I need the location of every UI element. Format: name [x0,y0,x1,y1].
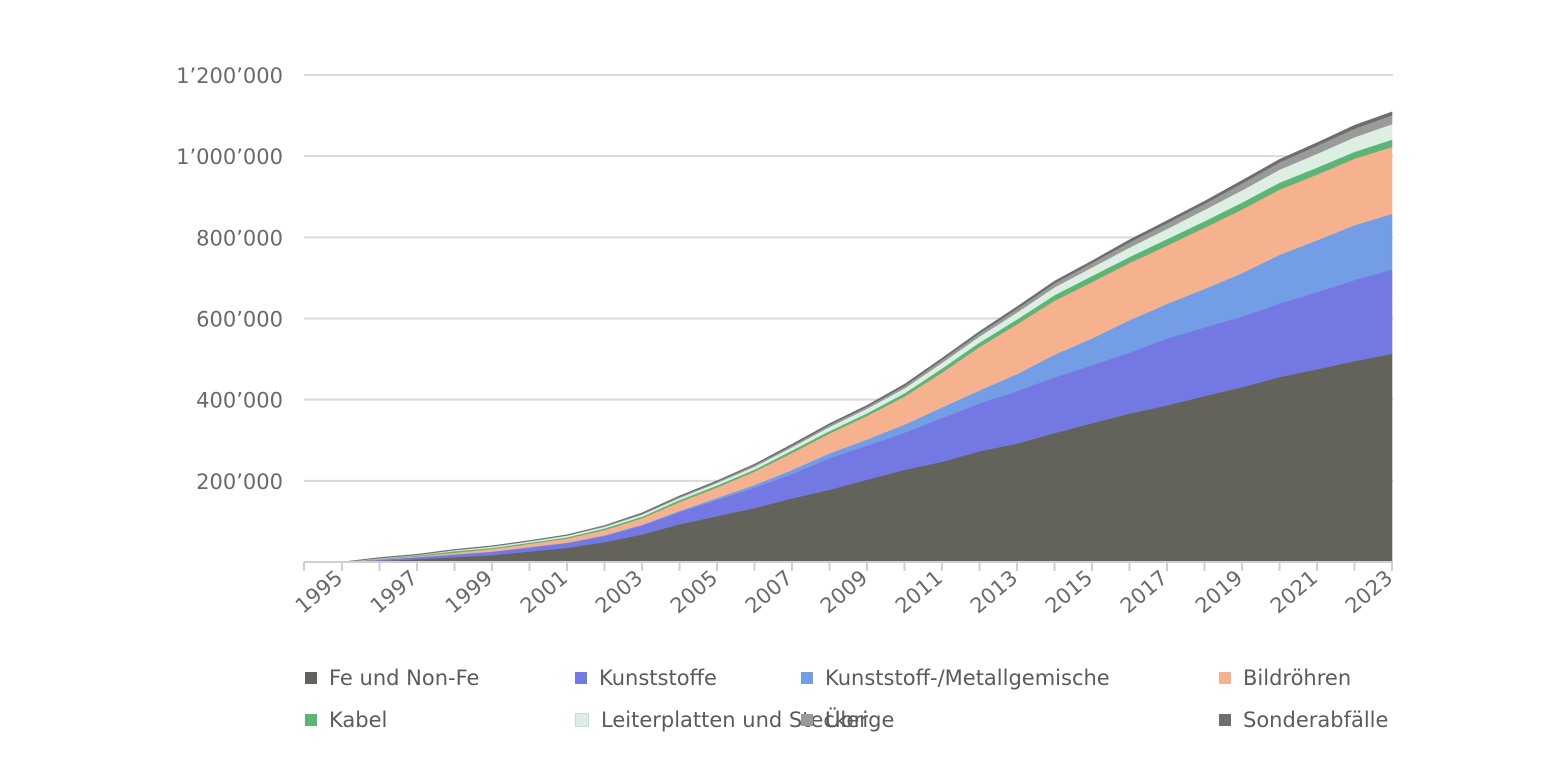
legend-item: Fe und Non-Fe [305,660,479,696]
y-tick-label: 400’000 [196,389,283,413]
area-series-sonderabfälle [341,111,1393,563]
legend-label: Kabel [329,708,388,732]
x-tick-label: 2021 [1266,565,1322,618]
y-tick-label: 600’000 [196,308,283,332]
legend-label: Bildröhren [1243,666,1352,690]
x-tick-label: 2023 [1341,565,1397,618]
legend-swatch [305,714,317,726]
x-tick-label: 1995 [291,565,347,618]
x-tick-label: 2017 [1116,565,1172,618]
x-tick-label: 2019 [1191,565,1247,618]
x-tick-label: 1999 [441,565,497,618]
x-tick-label: 2003 [591,565,647,618]
x-tick-label: 2013 [966,565,1022,618]
x-tick-label: 2011 [891,565,947,618]
legend-swatch [1219,672,1231,684]
x-tick-label: 1997 [366,565,422,618]
legend-item: Leiterplatten und Stecker [575,702,868,738]
legend-label: Leiterplatten und Stecker [601,708,868,732]
legend-swatch [575,672,587,684]
x-tick-label: 2005 [666,565,722,618]
legend-swatch [801,714,813,726]
legend-item: Sonderabfälle [1219,702,1388,738]
x-tick-label: 2007 [741,565,797,618]
legend-swatch [575,713,589,727]
legend-label: Kunststoffe [599,666,717,690]
x-axis [303,561,1393,571]
legend: Fe und Non-Fe Kunststoffe Kunststoff-/Meta… [305,660,1425,744]
legend-item: Bildröhren [1219,660,1351,696]
legend-swatch [801,672,813,684]
legend-label: Übrige [825,708,895,732]
stacked-areas [341,111,1393,563]
legend-row: Kabel Leiterplatten und Stecker Übrige Sond… [305,702,1425,744]
legend-item: Kabel [305,702,387,738]
y-tick-label: 1’200’000 [176,64,283,88]
x-tick-label: 2009 [816,565,872,618]
legend-label: Sonderabfälle [1243,708,1389,732]
legend-swatch [305,672,317,684]
y-tick-label: 200’000 [196,470,283,494]
legend-row: Fe und Non-Fe Kunststoffe Kunststoff-/Meta… [305,660,1425,702]
legend-label: Kunststoff-/Metallgemische [825,666,1110,690]
legend-item: Kunststoff-/Metallgemische [801,660,1110,696]
y-tick-label: 1’000’000 [176,145,283,169]
x-axis-tick-labels: 1995 1997 1999 2001 2003 2005 2007 2009 2011 2013… [291,565,1397,618]
legend-swatch [1219,714,1231,726]
y-tick-label: 800’000 [196,226,283,250]
x-tick-label: 2001 [516,565,572,618]
x-tick-label: 2015 [1041,565,1097,618]
legend-item: Kunststoffe [575,660,717,696]
y-axis-tick-labels: 1’200’000 1’000’000 800’000 600’000 400’000 2… [176,64,283,494]
legend-item: Übrige [801,702,894,738]
legend-label: Fe und Non-Fe [329,666,480,690]
